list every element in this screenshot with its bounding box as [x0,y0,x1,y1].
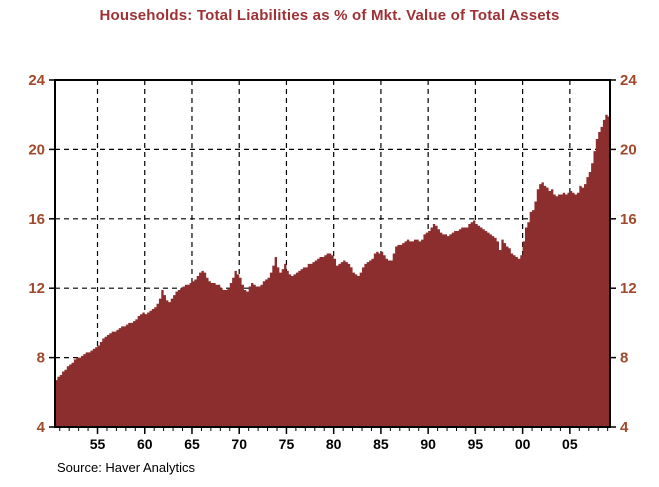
y-tick-label-left: 24 [28,72,45,89]
x-tick-label: 95 [468,436,484,452]
y-tick-label-left: 4 [37,419,46,436]
y-tick-label-right: 8 [620,350,628,367]
x-tick-label: 00 [515,436,531,452]
x-tick-label: 55 [90,436,106,452]
source-note: Source: Haver Analytics [57,460,196,475]
y-tick-label-right: 20 [620,141,637,158]
y-tick-label-right: 4 [620,419,629,436]
x-tick-label: 70 [231,436,247,452]
y-tick-label-left: 16 [28,211,45,228]
x-tick-label: 80 [326,436,342,452]
y-tick-label-right: 12 [620,280,637,297]
y-tick-label-left: 20 [28,141,45,158]
x-tick-label: 85 [373,436,389,452]
chart-title: Households: Total Liabilities as % of Mk… [99,7,560,24]
x-tick-label: 05 [562,436,578,452]
liabilities-area-series [55,114,610,427]
y-tick-label-left: 8 [37,350,45,367]
plot-frame [54,79,611,428]
x-tick-label: 90 [420,436,436,452]
x-tick-label: 60 [137,436,153,452]
x-tick-label: 65 [184,436,200,452]
x-tick-label: 75 [279,436,295,452]
y-tick-label-right: 16 [620,211,637,228]
y-tick-label-left: 12 [28,280,45,297]
y-tick-label-right: 24 [620,72,637,89]
